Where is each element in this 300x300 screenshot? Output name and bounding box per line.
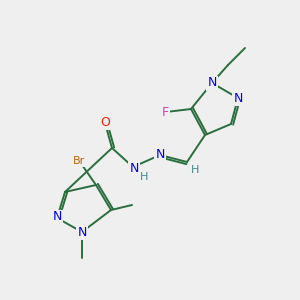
Text: H: H xyxy=(140,172,148,182)
Text: N: N xyxy=(77,226,87,238)
Text: N: N xyxy=(52,211,62,224)
Text: Br: Br xyxy=(73,156,85,166)
Text: O: O xyxy=(100,116,110,128)
Text: N: N xyxy=(233,92,243,104)
Text: H: H xyxy=(191,165,199,175)
Text: N: N xyxy=(129,161,139,175)
Text: N: N xyxy=(155,148,165,160)
Text: N: N xyxy=(207,76,217,89)
Text: F: F xyxy=(161,106,169,118)
